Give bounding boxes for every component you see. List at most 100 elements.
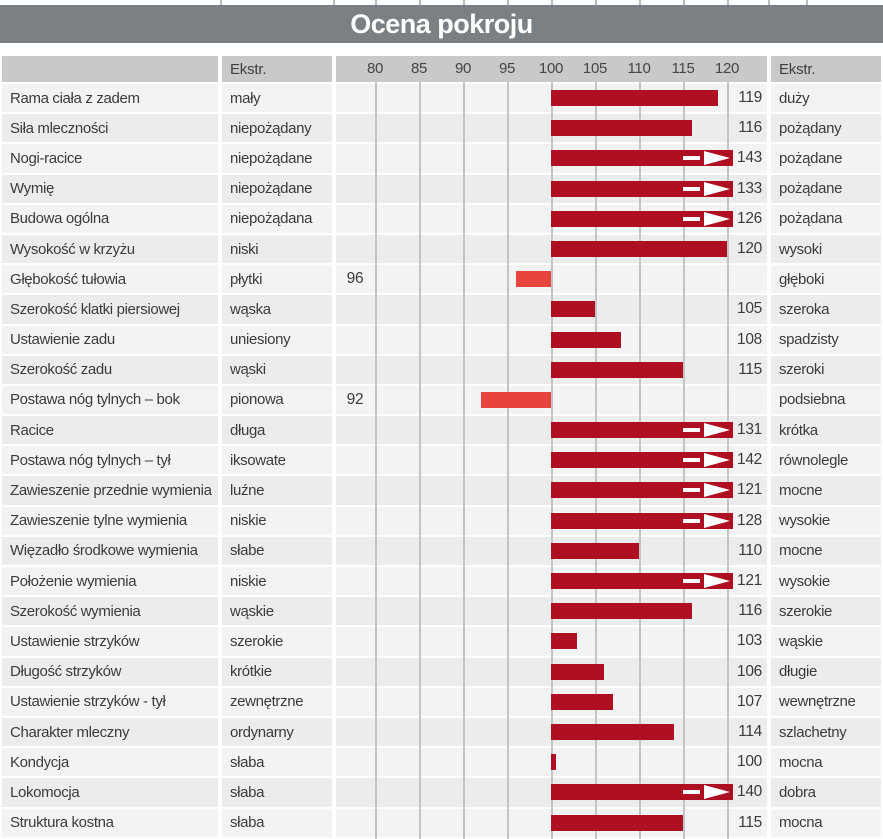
right-extreme-cell: mocna bbox=[771, 748, 881, 777]
left-extreme-cell: szerokie bbox=[222, 627, 332, 656]
right-extreme-label: wewnętrzne bbox=[779, 693, 856, 711]
trait-cell: Postawa nóg tylnych – bok bbox=[2, 385, 218, 415]
trait-label: Siła mleczności bbox=[10, 119, 109, 137]
left-extreme-label: iksowate bbox=[230, 451, 286, 469]
right-extreme-cell: pożądane bbox=[771, 174, 881, 203]
left-extreme-label: niepożądany bbox=[230, 119, 312, 137]
trait-label: Więzadło środkowe wymienia bbox=[10, 542, 198, 560]
left-extreme-cell: niepożądane bbox=[222, 144, 332, 173]
overflow-arrow-shaft bbox=[683, 518, 700, 523]
score-value: 143 bbox=[737, 149, 762, 167]
overflow-arrow-shaft bbox=[683, 458, 700, 463]
axis-tick-label: 120 bbox=[714, 60, 740, 77]
trait-label: Racice bbox=[10, 421, 54, 439]
right-extreme-label: duży bbox=[779, 89, 810, 107]
score-bar bbox=[551, 180, 733, 197]
score-value: 114 bbox=[738, 722, 762, 740]
left-extreme-cell: długa bbox=[222, 416, 332, 445]
right-extreme-label: wąskie bbox=[779, 632, 823, 650]
column-divider-tick bbox=[551, 0, 553, 5]
column-divider-tick bbox=[683, 0, 685, 5]
right-extreme-cell: głęboki bbox=[771, 265, 881, 294]
right-extreme-cell: pożądany bbox=[771, 114, 881, 143]
score-bar bbox=[551, 452, 733, 469]
right-extreme-label: szeroka bbox=[779, 300, 830, 318]
overflow-arrow-icon bbox=[704, 151, 730, 166]
column-divider-tick bbox=[639, 0, 641, 5]
score-bar bbox=[551, 301, 595, 318]
trait-label: Wymię bbox=[10, 180, 54, 198]
score-value: 108 bbox=[737, 330, 762, 348]
score-bar bbox=[551, 512, 733, 529]
trait-label: Zawieszenie przednie wymienia bbox=[10, 482, 212, 500]
left-extreme-label: wąskie bbox=[230, 602, 274, 620]
left-extreme-header: Ekstr. bbox=[230, 60, 267, 78]
left-extreme-label: ordynarny bbox=[230, 723, 294, 741]
left-extreme-label: wąska bbox=[230, 300, 271, 318]
trait-cell: Wymię bbox=[2, 174, 218, 203]
left-extreme-label: płytki bbox=[230, 270, 263, 288]
trait-label: Nogi-racice bbox=[10, 149, 83, 167]
right-extreme-cell: szerokie bbox=[771, 597, 881, 626]
score-bar bbox=[551, 422, 733, 439]
score-value: 140 bbox=[737, 783, 762, 801]
trait-cell: Racice bbox=[2, 416, 218, 445]
trait-cell: Struktura kostna bbox=[2, 808, 218, 837]
right-extreme-cell: wysokie bbox=[771, 567, 881, 596]
left-extreme-cell: iksowate bbox=[222, 446, 332, 475]
score-value: 116 bbox=[738, 602, 762, 620]
left-extreme-label: niepożądana bbox=[230, 210, 313, 228]
left-extreme-label: luźne bbox=[230, 482, 265, 500]
trait-cell: Zawieszenie tylne wymienia bbox=[2, 506, 218, 535]
score-bar bbox=[551, 603, 692, 620]
trait-cell: Ustawienie zadu bbox=[2, 325, 218, 354]
right-extreme-cell: mocne bbox=[771, 536, 881, 565]
score-bar bbox=[551, 784, 733, 801]
trait-cell: Lokomocja bbox=[2, 778, 218, 807]
score-bar bbox=[551, 542, 639, 559]
right-extreme-cell: dobra bbox=[771, 778, 881, 807]
axis-tick-label: 90 bbox=[454, 60, 472, 77]
trait-label: Lokomocja bbox=[10, 783, 80, 801]
score-bar bbox=[551, 723, 675, 740]
score-value: 142 bbox=[737, 451, 762, 469]
left-extreme-cell: niski bbox=[222, 234, 332, 264]
trait-label: Szerokość zadu bbox=[10, 361, 112, 379]
right-extreme-label: mocna bbox=[779, 814, 823, 832]
left-extreme-label: wąski bbox=[230, 361, 266, 379]
left-extreme-cell: słaba bbox=[222, 778, 332, 807]
overflow-arrow-icon bbox=[704, 211, 730, 226]
right-extreme-cell: podsiebna bbox=[771, 385, 881, 415]
column-divider-tick bbox=[595, 0, 597, 5]
axis-tick-label: 115 bbox=[671, 60, 695, 77]
right-extreme-cell: duży bbox=[771, 84, 881, 113]
right-extreme-label: szlachetny bbox=[779, 723, 847, 741]
right-extreme-label: pożądane bbox=[779, 180, 843, 198]
score-value: 96 bbox=[346, 270, 364, 288]
column-divider-tick bbox=[220, 0, 222, 5]
score-value: 103 bbox=[737, 632, 762, 650]
axis-tick-label: 85 bbox=[410, 60, 428, 77]
left-extreme-cell: uniesiony bbox=[222, 325, 332, 354]
overflow-arrow-shaft bbox=[683, 428, 700, 433]
score-bar bbox=[480, 391, 551, 408]
right-extreme-label: mocne bbox=[779, 542, 823, 560]
right-extreme-label: szeroki bbox=[779, 361, 825, 379]
score-value: 116 bbox=[738, 119, 762, 137]
left-extreme-label: niepożądane bbox=[230, 149, 313, 167]
overflow-arrow-icon bbox=[704, 513, 730, 528]
score-value: 92 bbox=[346, 390, 364, 408]
trait-cell: Kondycja bbox=[2, 748, 218, 777]
right-extreme-label: krótka bbox=[779, 421, 818, 439]
trait-label: Szerokość klatki piersiowej bbox=[10, 300, 180, 318]
trait-cell: Więzadło środkowe wymienia bbox=[2, 536, 218, 565]
page-title: Ocena pokroju bbox=[350, 8, 533, 39]
trait-label: Ustawienie strzyków - tył bbox=[10, 693, 166, 711]
score-bar bbox=[551, 693, 613, 710]
right-extreme-cell: szeroka bbox=[771, 295, 881, 324]
score-bar bbox=[551, 573, 733, 589]
right-extreme-label: mocna bbox=[779, 753, 823, 771]
score-value: 106 bbox=[737, 662, 762, 680]
header-row: Ekstr. 80 85 90 95 100 105 110 115 120 Ekstr. bbox=[0, 56, 883, 82]
left-extreme-cell: słaba bbox=[222, 748, 332, 777]
